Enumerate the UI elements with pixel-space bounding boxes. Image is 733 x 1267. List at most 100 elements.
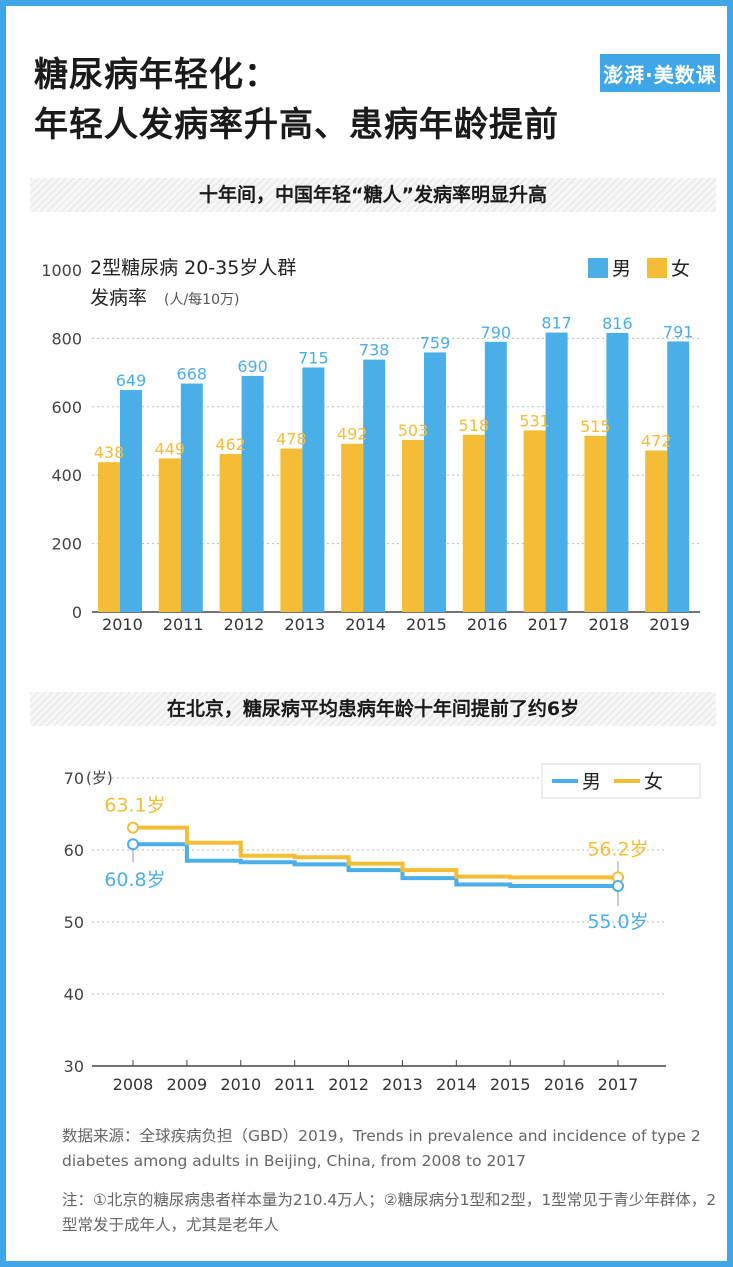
bar-male xyxy=(667,341,690,612)
bar-female xyxy=(341,443,364,612)
bar-male xyxy=(120,390,142,612)
bar-subtitle-line1: 2型糖尿病 20-35岁人群 xyxy=(90,257,296,279)
bar-x-tick-label: 2017 xyxy=(528,615,569,634)
line-legend-label-female: 女 xyxy=(644,771,663,793)
bar-male xyxy=(484,341,507,612)
line-y-tick-label: 70 xyxy=(64,769,84,788)
line-x-tick-label: 2009 xyxy=(167,1075,208,1094)
bar-label-female: 518 xyxy=(459,416,490,435)
bar-male xyxy=(424,352,446,612)
line-x-tick-label: 2015 xyxy=(490,1075,531,1094)
annotation-male-end: 55.0岁 xyxy=(587,911,648,933)
bar-label-female: 438 xyxy=(94,443,125,462)
bar-female xyxy=(219,453,242,612)
bar-female xyxy=(645,450,668,612)
bar-female xyxy=(462,434,485,612)
line-x-tick-label: 2014 xyxy=(436,1075,477,1094)
brand-logo: 澎湃·美数课 xyxy=(600,54,720,92)
bar-label-male: 817 xyxy=(541,314,572,333)
bar-y-tick-label: 0 xyxy=(72,603,82,622)
bar-label-male: 816 xyxy=(602,314,633,333)
bar-label-female: 515 xyxy=(580,417,611,436)
bar-female xyxy=(584,435,607,612)
line-x-tick-label: 2013 xyxy=(382,1075,423,1094)
line-y-tick-label: 30 xyxy=(64,1057,84,1076)
bar-x-tick-label: 2014 xyxy=(345,615,386,634)
marker-male-start xyxy=(127,838,139,851)
line-chart: 30 40 50 60 70 (岁) 2008 2009 2010 2011 2012 2013 201… xyxy=(64,763,701,1094)
bar-label-male: 715 xyxy=(298,348,329,367)
bar-male xyxy=(180,383,203,612)
line-x-tick-label: 2011 xyxy=(274,1075,315,1094)
footnote: 注：①北京的糖尿病患者样本量为210.4万人；②糖尿病分1型和2型，1型常见于青… xyxy=(62,1191,717,1234)
line-y-tick-label: 50 xyxy=(64,913,84,932)
main-title-line2: 年轻人发病率升高、患病年龄提前 xyxy=(34,105,559,145)
bar-male xyxy=(302,367,325,612)
bar-male xyxy=(606,332,629,612)
bar-label-female: 449 xyxy=(155,439,186,458)
bar-label-male: 790 xyxy=(481,323,512,342)
bar-x-tick-label: 2013 xyxy=(284,615,325,634)
line-x-tick-label: 2010 xyxy=(220,1075,261,1094)
legend-label-female: 女 xyxy=(671,258,690,280)
bar-female xyxy=(158,458,181,612)
bar-female xyxy=(402,439,424,612)
line-series-male xyxy=(133,842,618,888)
line-y-tick-label: 40 xyxy=(64,985,84,1004)
line-y-unit: (岁) xyxy=(86,769,113,787)
bar-label-male: 791 xyxy=(663,322,694,341)
bar-female xyxy=(523,430,546,612)
line-x-tick-label: 2016 xyxy=(544,1075,585,1094)
line-chart-title: 在北京，糖尿病平均患病年龄十年间提前了约6岁 xyxy=(30,692,716,726)
legend-swatch-female xyxy=(647,258,667,278)
bar-y-tick-label: 600 xyxy=(51,398,82,417)
bar-x-tick-label: 2010 xyxy=(102,615,143,634)
bar-label-female: 492 xyxy=(337,425,368,444)
annotation-female-start: 63.1岁 xyxy=(104,795,165,817)
bar-label-female: 472 xyxy=(641,432,672,451)
bar-y-tick-label: 400 xyxy=(51,466,82,485)
bar-male xyxy=(545,332,568,612)
bar-subtitle-line2: 发病率 xyxy=(90,287,147,309)
bar-female xyxy=(98,462,120,612)
marker-male-end xyxy=(612,880,624,892)
bar-label-female: 531 xyxy=(519,411,550,430)
legend-swatch-male xyxy=(588,258,608,278)
bar-x-tick-label: 2015 xyxy=(406,615,447,634)
bar-y-tick-label: 1000 xyxy=(41,261,82,280)
bar-label-female: 478 xyxy=(276,430,307,449)
marker-female-start xyxy=(127,821,139,834)
line-y-tick-label: 60 xyxy=(64,841,84,860)
legend-label-male: 男 xyxy=(612,258,631,280)
bar-chart: 0 200 400 600 800 1000 438 649 2010 449 668 2011 462… xyxy=(41,257,700,634)
bar-male xyxy=(363,359,386,612)
bar-female xyxy=(280,448,303,612)
annotation-female-end: 56.2岁 xyxy=(587,838,648,860)
bar-chart-title: 十年间，中国年轻“糖人”发病率明显升高 xyxy=(30,178,716,212)
bar-male xyxy=(241,376,264,612)
main-title: 糖尿病年轻化： 年轻人发病率升高、患病年龄提前 xyxy=(34,50,559,150)
line-x-tick-label: 2017 xyxy=(598,1075,639,1094)
bar-label-male: 690 xyxy=(237,357,268,376)
bar-y-tick-label: 200 xyxy=(51,535,82,554)
main-title-line1: 糖尿病年轻化： xyxy=(34,55,279,95)
line-legend-label-male: 男 xyxy=(582,771,601,793)
bar-label-male: 649 xyxy=(116,371,147,390)
line-x-tick-label: 2012 xyxy=(328,1075,369,1094)
bar-label-male: 738 xyxy=(359,341,390,360)
bar-y-tick-label: 800 xyxy=(51,329,82,348)
bar-label-female: 462 xyxy=(215,435,246,454)
bar-unit-label: (人/每10万) xyxy=(164,292,239,308)
data-source: 数据来源：全球疾病负担（GBD）2019，Trends in prevalenc… xyxy=(62,1127,701,1170)
bar-label-male: 668 xyxy=(177,365,208,384)
bar-x-tick-label: 2019 xyxy=(649,615,690,634)
bar-label-female: 503 xyxy=(398,421,429,440)
bar-x-tick-label: 2012 xyxy=(224,615,265,634)
bar-x-tick-label: 2016 xyxy=(467,615,508,634)
annotation-male-start: 60.8岁 xyxy=(104,869,165,891)
bar-label-male: 759 xyxy=(420,333,451,352)
line-series-female xyxy=(133,825,618,880)
bar-x-tick-label: 2011 xyxy=(163,615,204,634)
line-x-tick-label: 2008 xyxy=(113,1075,154,1094)
